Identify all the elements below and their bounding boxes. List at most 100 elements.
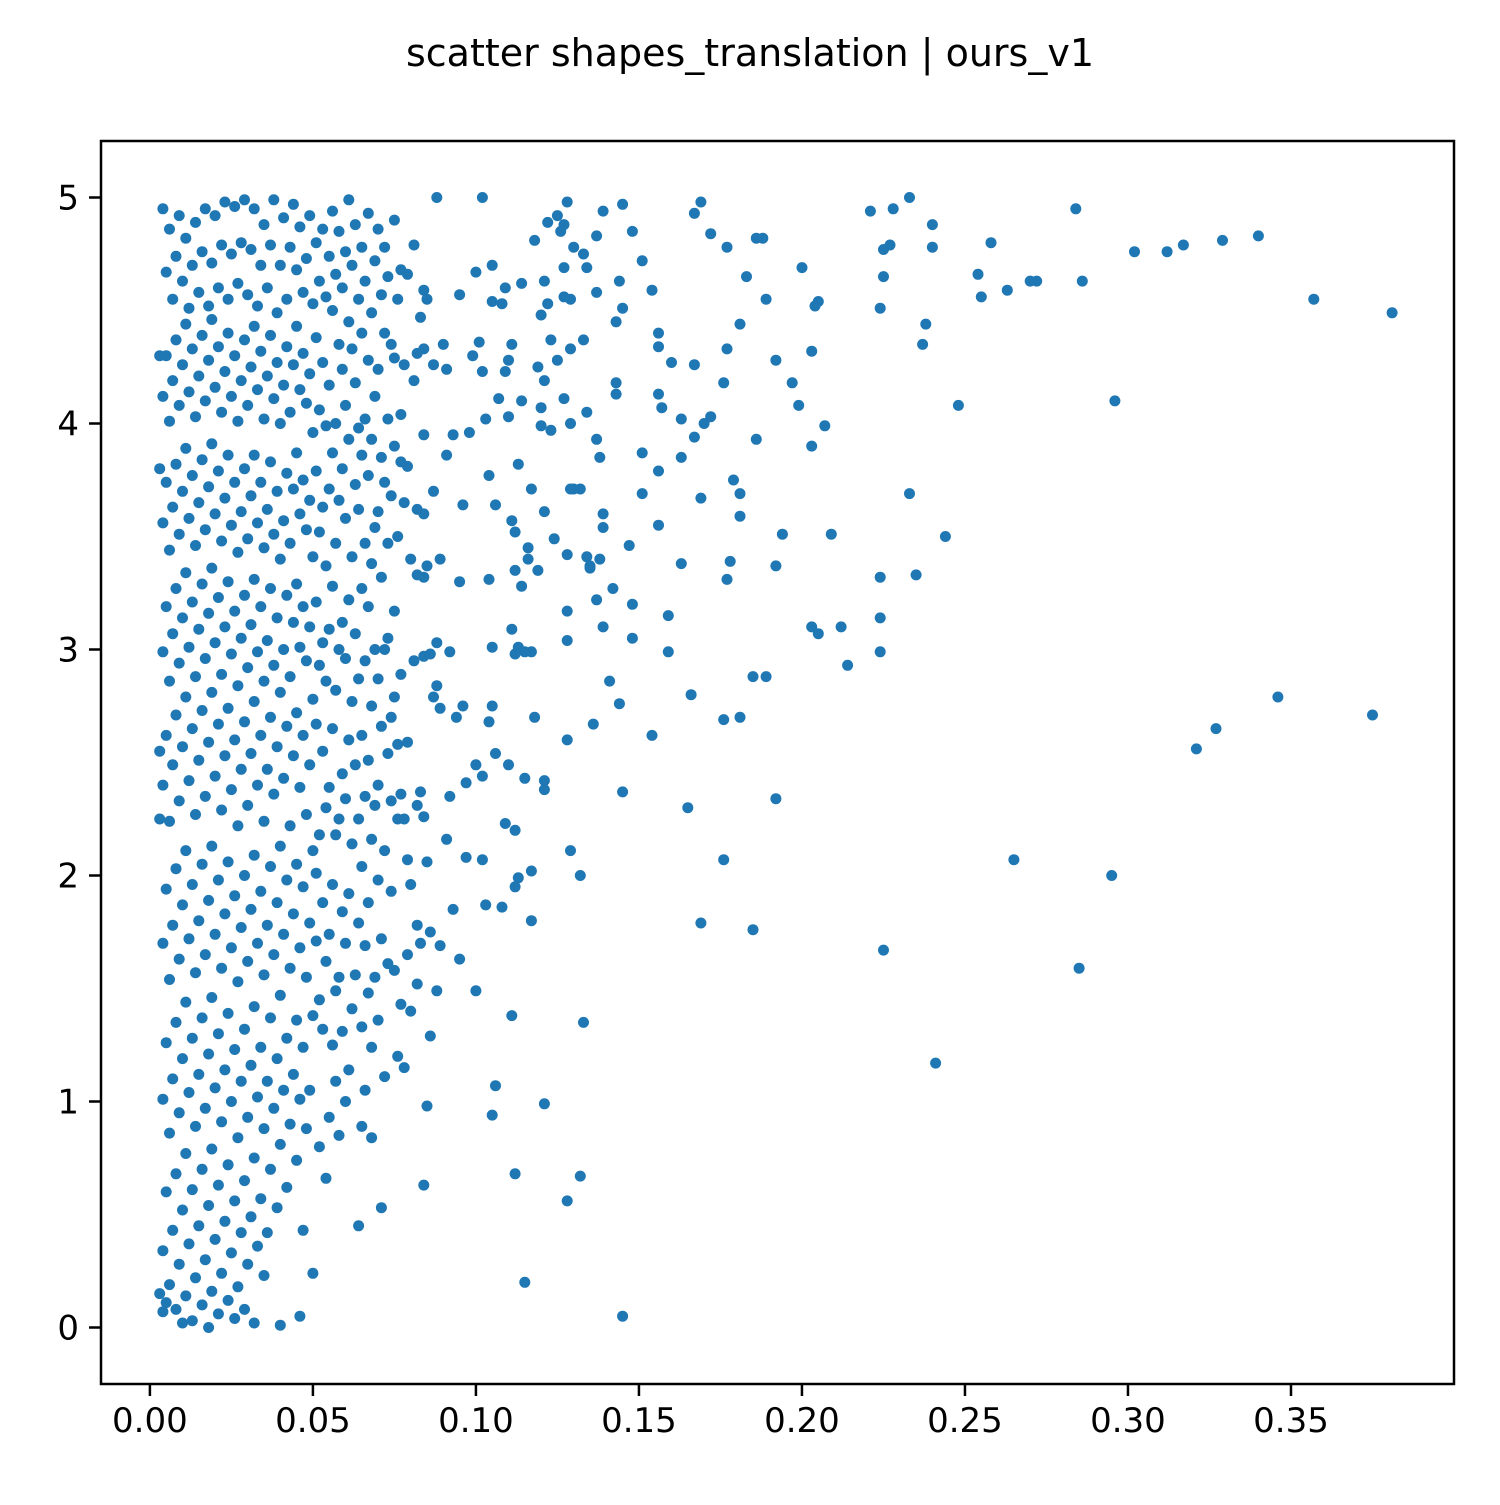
scatter-point [300, 971, 312, 983]
scatter-point [313, 659, 325, 671]
scatter-point [287, 908, 299, 920]
scatter-point [685, 689, 697, 701]
scatter-point [604, 675, 616, 687]
scatter-point [411, 569, 423, 581]
scatter-point [343, 316, 355, 328]
x-tick-label: 0.05 [275, 1401, 351, 1441]
scatter-point [310, 718, 322, 730]
scatter-point [196, 1299, 208, 1311]
scatter-point [183, 1238, 195, 1250]
scatter-point [154, 813, 166, 825]
scatter-point [1272, 691, 1284, 703]
scatter-point [239, 334, 250, 346]
scatter-point [157, 1093, 169, 1105]
scatter-point [561, 605, 573, 617]
scatter-point [336, 906, 348, 918]
scatter-point [470, 985, 482, 997]
scatter-point [375, 933, 387, 945]
scatter-point [177, 1317, 188, 1329]
scatter-point [682, 802, 694, 814]
scatter-point [395, 668, 407, 680]
scatter-point [467, 350, 479, 362]
scatter-point [196, 454, 208, 466]
scatter-point [294, 1310, 306, 1322]
scatter-point [304, 368, 316, 380]
scatter-point [428, 691, 439, 703]
scatter-point [366, 558, 378, 570]
scatter-point [196, 246, 208, 258]
scatter-point [705, 228, 717, 240]
scatter-point [356, 583, 368, 594]
scatter-point [1076, 275, 1088, 287]
scatter-point [538, 1098, 550, 1110]
scatter-point [395, 456, 407, 468]
scatter-point [418, 1179, 430, 1191]
scatter-point [173, 1107, 185, 1119]
scatter-point [313, 526, 325, 538]
scatter-point [538, 775, 550, 787]
scatter-point [369, 390, 381, 402]
scatter-point [522, 553, 534, 565]
scatter-point [297, 286, 309, 298]
scatter-point [340, 399, 351, 411]
scatter-point [506, 623, 518, 635]
scatter-point [291, 447, 303, 459]
scatter-point [160, 1297, 172, 1309]
scatter-point [167, 501, 179, 513]
scatter-point [447, 903, 459, 915]
scatter-point [190, 540, 201, 551]
scatter-point [265, 583, 276, 594]
scatter-point [718, 714, 730, 726]
scatter-point [216, 804, 228, 816]
scatter-point [454, 289, 466, 301]
scatter-point [248, 449, 260, 461]
scatter-point [239, 1303, 250, 1315]
scatter-point [796, 262, 808, 274]
scatter-point [558, 262, 570, 274]
scatter-point [304, 1084, 316, 1096]
scatter-point [177, 612, 188, 624]
scatter-point [741, 271, 752, 283]
scatter-point [294, 508, 306, 520]
scatter-point [274, 840, 286, 852]
scatter-point [313, 994, 325, 1006]
scatter-point [327, 205, 338, 217]
scatter-point [274, 259, 286, 271]
scatter-point [806, 345, 818, 357]
scatter-point [160, 883, 172, 895]
scatter-point [265, 329, 276, 341]
scatter-point [626, 598, 638, 610]
scatter-point [212, 341, 224, 353]
axes-layer: 0.00 0.05 0.10 0.15 0.20 0.25 0.30 0.35 0 1 2 3 4 5 [57, 139, 1456, 1441]
scatter-point [340, 1096, 351, 1107]
scatter-point [356, 861, 368, 872]
scatter-point [353, 813, 365, 825]
scatter-point [229, 350, 241, 362]
scatter-point [506, 338, 518, 350]
scatter-point [525, 915, 537, 927]
scatter-point [770, 354, 782, 366]
scatter-point [346, 838, 358, 850]
scatter-point [271, 897, 283, 909]
scatter-point [294, 781, 306, 793]
scatter-point [1001, 284, 1013, 296]
scatter-point [809, 300, 821, 312]
scatter-point [212, 1028, 224, 1040]
scatter-point [193, 1068, 205, 1080]
scatter-point [232, 1132, 244, 1144]
scatter-point [235, 763, 247, 775]
scatter-point [904, 488, 915, 500]
y-tick-label: 3 [57, 631, 79, 671]
scatter-point [874, 571, 886, 583]
scatter-point [203, 1048, 215, 1060]
scatter-point [255, 259, 267, 271]
scatter-point [421, 560, 433, 572]
scatter-point [1024, 275, 1036, 287]
scatter-point [346, 551, 358, 563]
scatter-point [242, 955, 254, 967]
scatter-point [294, 942, 306, 954]
scatter-point [336, 768, 348, 780]
scatter-point [607, 583, 619, 594]
scatter-point [232, 680, 244, 692]
scatter-point [167, 628, 179, 640]
